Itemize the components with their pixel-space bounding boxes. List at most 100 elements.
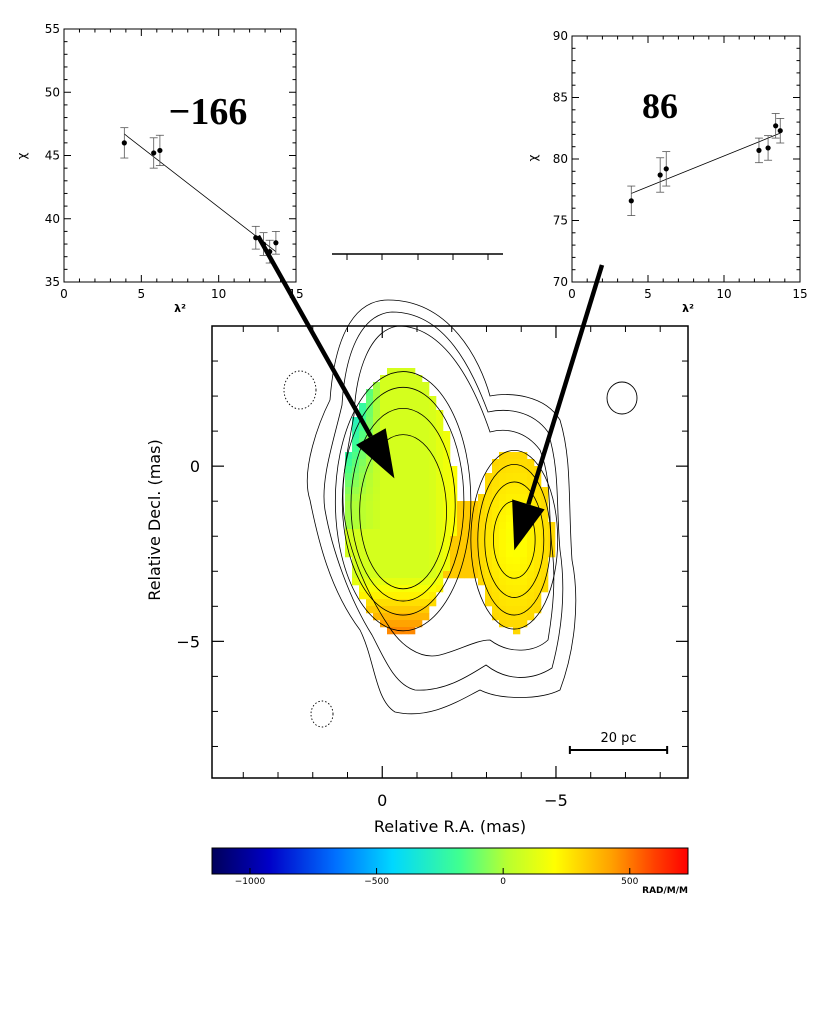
rm-pixel xyxy=(401,473,409,481)
rm-pixel xyxy=(394,452,402,460)
rm-pixel xyxy=(401,445,409,453)
rm-pixel xyxy=(527,550,535,558)
rm-pixel xyxy=(359,592,367,600)
rm-pixel xyxy=(450,529,458,537)
left-inset-fit-line xyxy=(124,133,277,252)
rm-pixel xyxy=(492,571,500,579)
contour xyxy=(484,481,545,598)
rm-pixel xyxy=(401,599,409,607)
rm-pixel xyxy=(415,501,423,509)
contour xyxy=(477,464,552,616)
isolated-contour xyxy=(606,381,638,415)
rm-pixel xyxy=(534,599,542,607)
rm-pixel xyxy=(394,508,402,516)
point-marker xyxy=(151,150,157,156)
rm-pixel xyxy=(387,522,395,530)
rm-pixel xyxy=(359,522,367,530)
rm-pixel xyxy=(520,543,528,551)
rm-pixel xyxy=(387,494,395,502)
rm-pixel xyxy=(359,515,367,523)
rm-pixel xyxy=(373,571,381,579)
rm-pixel xyxy=(534,536,542,544)
rm-pixel xyxy=(415,410,423,418)
rm-pixel xyxy=(359,431,367,439)
data-point xyxy=(754,137,763,164)
rm-pixel xyxy=(422,501,430,509)
right-inset-points xyxy=(627,113,785,216)
x-tick-label: 10 xyxy=(211,287,226,301)
rm-pixel xyxy=(366,536,374,544)
rm-pixel xyxy=(380,613,388,621)
rm-pixel xyxy=(394,571,402,579)
rm-pixel xyxy=(387,606,395,614)
rm-pixel xyxy=(492,543,500,551)
rm-pixel xyxy=(387,487,395,495)
rm-pixel xyxy=(429,508,437,516)
rm-pixel xyxy=(464,543,472,551)
rm-pixel xyxy=(408,459,416,467)
rm-pixel xyxy=(478,543,486,551)
outer-contour-layer xyxy=(283,299,638,728)
rm-pixel xyxy=(513,473,521,481)
rm-pixel xyxy=(492,515,500,523)
rm-pixel xyxy=(352,501,360,509)
rm-pixel xyxy=(401,557,409,565)
rm-pixel xyxy=(443,445,451,453)
main-map: 0 −5 0 −5 Relative R.A. (mas) Relative Decl… xyxy=(145,299,689,836)
rm-pixel xyxy=(506,529,514,537)
rm-pixel xyxy=(373,480,381,488)
rm-pixel xyxy=(464,571,472,579)
rm-pixel xyxy=(380,550,388,558)
rm-pixel xyxy=(506,578,514,586)
map-xlabel: Relative R.A. (mas) xyxy=(374,817,526,836)
rm-pixel xyxy=(352,550,360,558)
rm-pixel xyxy=(541,564,549,572)
rm-pixel xyxy=(359,578,367,586)
rm-pixel xyxy=(457,501,465,509)
rm-pixel xyxy=(534,543,542,551)
left-inset-rm-label: −166 xyxy=(169,91,248,133)
rm-pixel xyxy=(429,515,437,523)
rm-pixel xyxy=(520,550,528,558)
data-point xyxy=(155,134,164,167)
rm-pixel xyxy=(457,571,465,579)
rm-pixel xyxy=(436,431,444,439)
point-marker xyxy=(157,147,163,154)
rm-pixel xyxy=(387,368,395,376)
rm-pixel xyxy=(506,585,514,593)
rm-pixel xyxy=(359,494,367,502)
rm-pixel xyxy=(443,536,451,544)
rm-pixel xyxy=(513,550,521,558)
rm-pixel xyxy=(506,452,514,460)
rm-pixel xyxy=(373,543,381,551)
rm-pixel xyxy=(429,536,437,544)
rm-pixel xyxy=(464,550,472,558)
rm-pixel xyxy=(492,494,500,502)
rm-pixel xyxy=(527,592,535,600)
rm-pixel xyxy=(394,550,402,558)
rm-pixel xyxy=(387,613,395,621)
rm-pixel xyxy=(527,606,535,614)
rm-pixel xyxy=(429,592,437,600)
rm-pixel xyxy=(401,543,409,551)
scale-bar: 20 pc xyxy=(568,731,669,754)
rm-pixel xyxy=(520,606,528,614)
y-tick-label: 75 xyxy=(553,214,568,228)
rm-pixel xyxy=(380,389,388,397)
rm-pixel xyxy=(415,375,423,383)
rm-pixel xyxy=(492,508,500,516)
rm-pixel xyxy=(506,536,514,544)
rm-pixel xyxy=(408,578,416,586)
rm-pixel xyxy=(401,375,409,383)
rm-pixel xyxy=(408,564,416,572)
rm-pixel xyxy=(429,410,437,418)
rm-pixel xyxy=(373,382,381,390)
rm-pixel xyxy=(499,536,507,544)
rm-pixel xyxy=(394,480,402,488)
arrows xyxy=(256,234,605,551)
rm-pixel xyxy=(457,550,465,558)
rm-pixel xyxy=(436,410,444,418)
colorbar-tick-label: 500 xyxy=(621,877,638,887)
rm-pixel xyxy=(450,473,458,481)
